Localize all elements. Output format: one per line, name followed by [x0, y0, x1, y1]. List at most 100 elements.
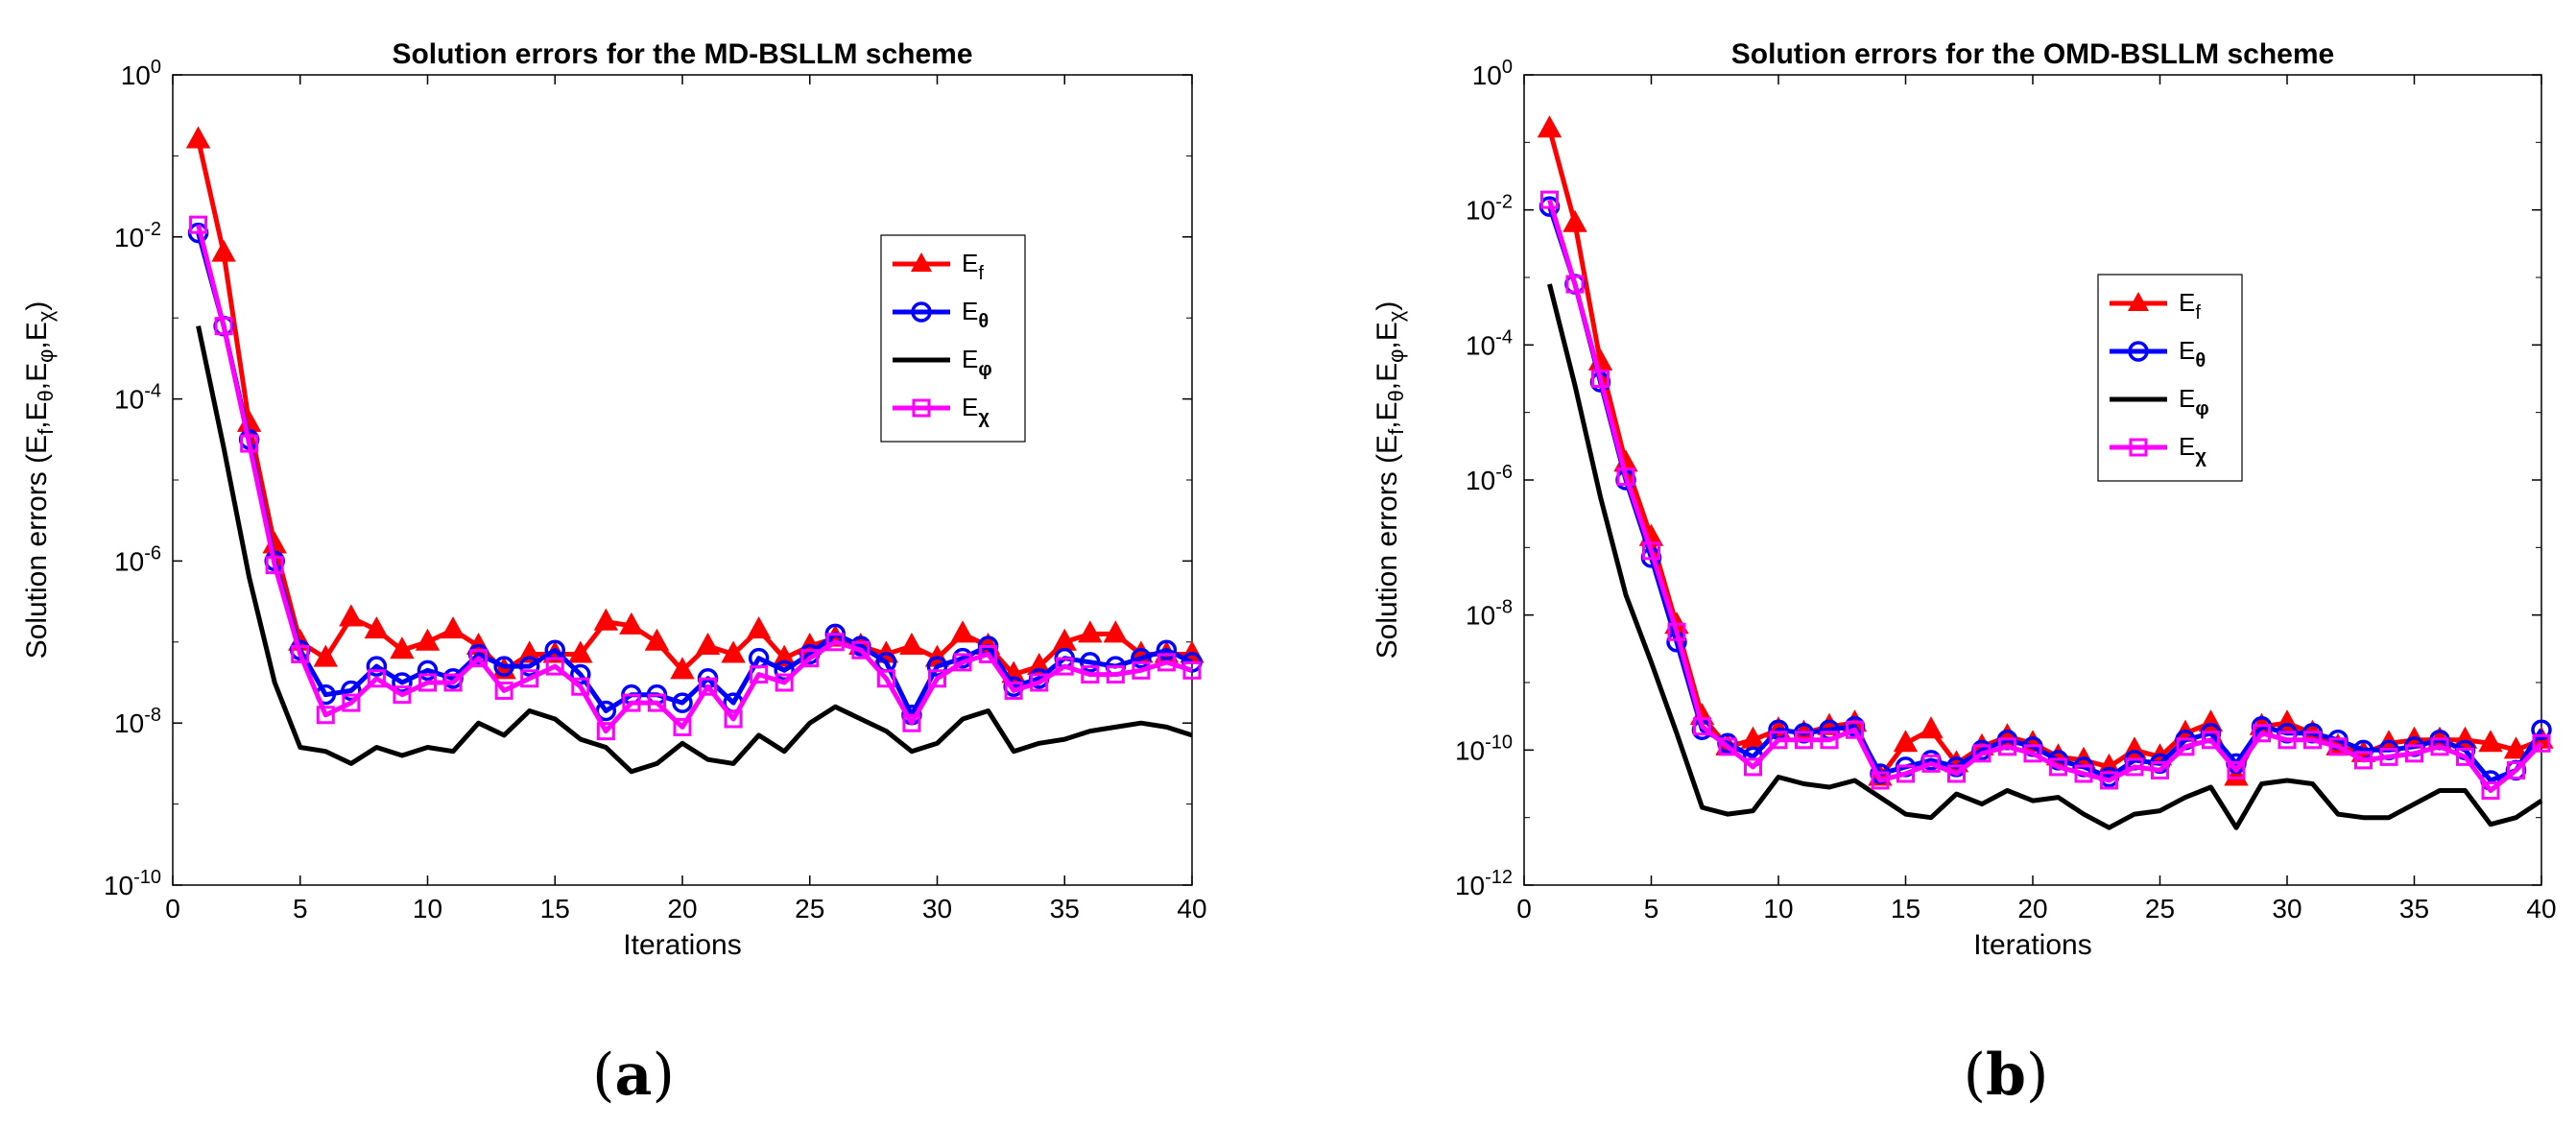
data-point-theta [672, 692, 693, 713]
legend-item-phi: Eφ [893, 345, 992, 380]
data-point-chi [2507, 760, 2525, 779]
chart-panel-a: Solution errors for the MD-BSLLM scheme 0… [21, 38, 1207, 1109]
data-point-chi [494, 681, 513, 700]
data-point-f [1537, 115, 1562, 138]
data-point-f [364, 616, 390, 639]
legend-label-chi: Eχ [2179, 432, 2206, 468]
data-point-chi [724, 709, 743, 729]
x-tick-label: 30 [922, 894, 952, 923]
y-tick-label: 10-2 [114, 219, 161, 252]
series-phi [1547, 283, 2543, 830]
data-point-chi [1081, 665, 1100, 684]
legend-label-phi: Eφ [2179, 384, 2209, 420]
chart-panel-b: Solution errors for the OMD-BSLLM scheme… [1371, 38, 2557, 1109]
x-tick-label: 15 [1891, 894, 1920, 923]
y-tick-label: 10-4 [1466, 326, 1513, 360]
data-point-chi [1795, 731, 1813, 750]
data-point-chi [851, 640, 871, 659]
data-point-chi [214, 317, 233, 336]
y-tick-label: 10-10 [1455, 731, 1513, 765]
legend-marker-theta [2128, 341, 2149, 362]
y-axis-label: Solution errors (Ef,Eθ,Eφ,Eχ) [21, 301, 58, 659]
series-theta [1538, 196, 2552, 791]
data-point-f [313, 644, 338, 667]
series-line-theta [196, 231, 1194, 718]
legend-item-chi: Eχ [893, 393, 990, 428]
legend-label-f: Ef [962, 249, 984, 284]
x-tick-label: 5 [293, 894, 308, 923]
data-point-chi [2430, 737, 2449, 756]
data-point-theta [774, 659, 795, 682]
panel-caption: (b) [1964, 1042, 2049, 1109]
legend-marker-theta [911, 301, 932, 323]
series-line-f [196, 138, 1192, 678]
legend: Ef Eθ Eφ Eχ [2097, 274, 2243, 482]
legend-item-phi: Eφ [2110, 384, 2209, 420]
legend-marker-f [911, 252, 932, 272]
legend-marker-chi [2129, 438, 2148, 457]
data-point-chi [800, 649, 820, 668]
series-theta [187, 222, 1203, 726]
data-point-chi [2253, 724, 2271, 743]
y-tick-label: 10-6 [1466, 462, 1513, 495]
data-point-f [1078, 620, 1103, 643]
x-tick-label: 5 [1644, 894, 1659, 923]
panel-caption: (a) [592, 1042, 675, 1109]
data-point-chi [1540, 190, 1559, 209]
data-point-chi [2227, 760, 2246, 779]
data-point-chi [1846, 720, 1864, 739]
data-point-f [1919, 716, 1944, 739]
legend-marker-chi [912, 398, 931, 418]
plot-area-frame [172, 74, 1193, 886]
data-point-f [772, 644, 797, 667]
data-point-theta [926, 656, 948, 677]
data-point-f [185, 126, 211, 149]
y-tick-label: 100 [1472, 57, 1513, 90]
data-point-chi [342, 693, 361, 712]
data-point-theta [1131, 647, 1152, 669]
data-point-theta [366, 656, 388, 677]
data-point-chi [1157, 653, 1176, 672]
data-point-chi [1616, 467, 1635, 486]
y-tick-label: 10-4 [114, 381, 161, 415]
data-point-f [568, 640, 593, 663]
data-point-f [593, 608, 619, 631]
data-point-theta [595, 700, 617, 722]
data-point-chi [2379, 747, 2398, 766]
data-point-chi [520, 669, 539, 688]
x-tick-label: 20 [2017, 894, 2047, 923]
data-point-f [517, 640, 542, 663]
data-point-theta [493, 656, 514, 677]
data-point-chi [1921, 754, 1941, 773]
data-point-chi [2303, 731, 2322, 750]
data-point-chi [1972, 744, 1992, 763]
series-phi [196, 325, 1193, 775]
data-point-chi [622, 693, 641, 712]
x-tick-label: 40 [1177, 894, 1206, 923]
data-point-chi [953, 653, 972, 672]
data-point-chi [2074, 764, 2093, 783]
data-point-chi [2532, 733, 2551, 753]
y-tick-label: 10-2 [1466, 192, 1513, 226]
legend-marker-f [2128, 292, 2149, 311]
series-line-phi [1547, 283, 2543, 830]
x-tick-label: 15 [540, 894, 570, 923]
y-tick-label: 10-8 [1466, 597, 1513, 631]
legend-item-chi: Eχ [2110, 432, 2206, 468]
series-chi [1540, 190, 2551, 801]
data-point-chi [699, 677, 718, 696]
data-point-chi [902, 713, 921, 732]
data-point-f [2478, 730, 2503, 753]
data-point-theta [1156, 639, 1178, 660]
data-point-chi [2151, 760, 2169, 779]
data-point-chi [1947, 764, 1966, 783]
x-tick-label: 0 [165, 894, 180, 923]
x-axis-label: Iterations [623, 929, 741, 961]
data-point-chi [1769, 731, 1788, 750]
data-point-f [950, 620, 975, 643]
data-point-chi [673, 717, 692, 736]
x-tick-label: 40 [2526, 894, 2556, 923]
data-point-f [644, 628, 670, 651]
x-tick-label: 35 [1050, 894, 1080, 923]
data-point-f [339, 604, 364, 627]
